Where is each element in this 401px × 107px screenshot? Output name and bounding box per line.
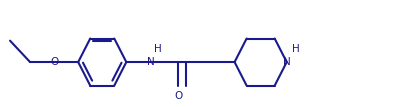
Text: N: N [283, 57, 291, 67]
Text: O: O [50, 57, 58, 67]
Text: H: H [292, 44, 300, 54]
Text: O: O [174, 91, 182, 101]
Text: N: N [146, 57, 154, 67]
Text: H: H [154, 44, 162, 54]
